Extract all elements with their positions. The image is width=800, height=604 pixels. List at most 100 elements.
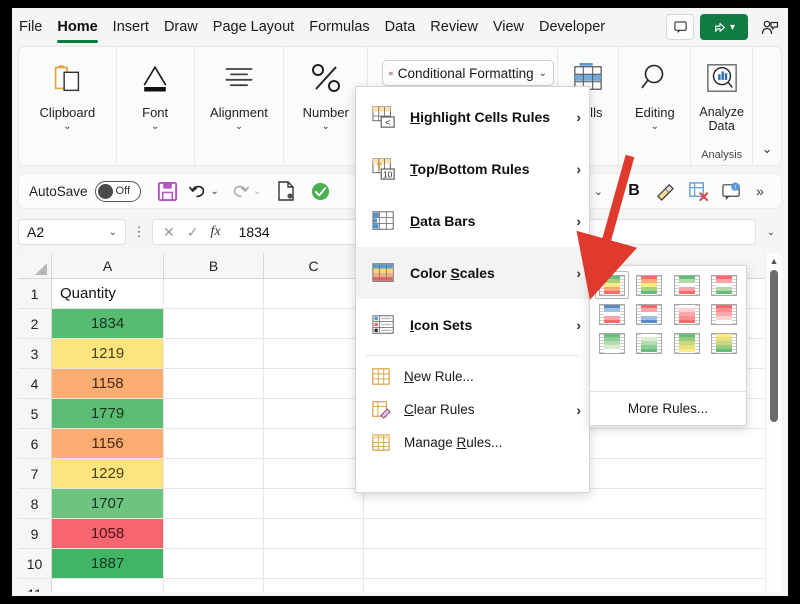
column-header-B[interactable]: B xyxy=(164,253,264,279)
cell-B8[interactable] xyxy=(164,489,264,519)
ribbon-group-analyze-data[interactable]: Analyze Data Analysis xyxy=(691,47,754,165)
cell-B1[interactable] xyxy=(164,279,264,309)
delete-cells-icon[interactable] xyxy=(681,176,715,206)
cell-C4[interactable] xyxy=(264,369,364,399)
cancel-icon[interactable]: ✕ xyxy=(163,223,175,240)
cell-overflow[interactable] xyxy=(364,489,782,519)
ribbon-collapse-group[interactable]: ⌄ xyxy=(753,47,781,165)
cell-overflow[interactable] xyxy=(364,549,782,579)
red-white-green-color-scale[interactable] xyxy=(707,271,741,299)
white-green-color-scale[interactable] xyxy=(632,329,666,357)
tab-review[interactable]: Review xyxy=(430,18,478,35)
chevron-down-icon[interactable]: ⌄ xyxy=(63,121,72,132)
chevron-down-icon[interactable]: ⌄ xyxy=(108,226,117,238)
undo-caret-icon[interactable]: ⌄ xyxy=(210,185,219,197)
ribbon-collapse-caret-icon[interactable]: ⌄ xyxy=(761,141,773,156)
menu-item-new-rule[interactable]: New Rule... xyxy=(356,360,589,393)
cell-C8[interactable] xyxy=(264,489,364,519)
cell-A8[interactable]: 1707 xyxy=(52,489,164,519)
red-yellow-green-color-scale[interactable] xyxy=(632,271,666,299)
cell-A7[interactable]: 1229 xyxy=(52,459,164,489)
cell-B7[interactable] xyxy=(164,459,264,489)
tab-draw[interactable]: Draw xyxy=(163,18,198,35)
cell-B9[interactable] xyxy=(164,519,264,549)
qat-caret-icon[interactable]: ⌄ xyxy=(593,185,603,198)
red-white-color-scale[interactable] xyxy=(707,300,741,328)
bold-icon[interactable]: B xyxy=(621,176,647,206)
cell-B4[interactable] xyxy=(164,369,264,399)
cell-B5[interactable] xyxy=(164,399,264,429)
select-all-corner[interactable] xyxy=(18,253,52,279)
redo-icon[interactable] xyxy=(227,176,253,206)
format-painter-icon[interactable] xyxy=(647,176,681,206)
row-header-3[interactable]: 3 xyxy=(18,339,52,369)
comments-icon[interactable] xyxy=(666,14,694,40)
cell-B11[interactable] xyxy=(164,579,264,592)
conditional-formatting-button[interactable]: Conditional Formatting ⌄ xyxy=(382,60,554,86)
menu-item-data-bars[interactable]: Data Bars › xyxy=(356,195,589,247)
ribbon-group-alignment[interactable]: Alignment ⌄ xyxy=(195,47,285,165)
ribbon-group-clipboard[interactable]: Clipboard ⌄ xyxy=(19,47,117,165)
green-white-color-scale[interactable] xyxy=(595,329,629,357)
cell-C1[interactable] xyxy=(264,279,364,309)
tab-insert[interactable]: Insert xyxy=(112,18,149,35)
cell-C10[interactable] xyxy=(264,549,364,579)
save-icon[interactable] xyxy=(151,176,185,206)
menu-item-icon-sets[interactable]: Icon Sets › xyxy=(356,299,589,351)
insert-function-icon[interactable]: fx xyxy=(210,224,221,239)
tab-developer[interactable]: Developer xyxy=(539,18,606,35)
insert-comment-icon[interactable]: ! xyxy=(715,176,749,206)
green-yellow-red-color-scale[interactable] xyxy=(595,271,630,299)
chevron-down-icon[interactable]: ⌄ xyxy=(538,67,547,79)
formula-bar-menu-icon[interactable]: ⋮ xyxy=(132,224,146,239)
scroll-up-arrow-icon[interactable]: ▲ xyxy=(769,256,779,266)
column-header-A[interactable]: A xyxy=(52,253,164,279)
blue-white-red-color-scale[interactable] xyxy=(595,300,629,328)
tab-formulas[interactable]: Formulas xyxy=(309,18,370,35)
menu-item-highlight-cells-rules[interactable]: < Highlight Cells Rules › xyxy=(356,91,589,143)
yellow-green-color-scale[interactable] xyxy=(707,329,741,357)
menu-item-color-scales[interactable]: Color Scales › xyxy=(356,247,589,299)
cell-A1[interactable]: Quantity xyxy=(52,279,164,309)
vertical-scrollbar[interactable]: ▲ xyxy=(765,253,782,592)
more-commands-icon[interactable]: » xyxy=(749,176,771,206)
red-white-blue-color-scale[interactable] xyxy=(632,300,666,328)
share-button[interactable]: ▾ xyxy=(700,14,748,40)
autosave-toggle[interactable]: Off xyxy=(94,180,141,202)
row-header-10[interactable]: 10 xyxy=(18,549,52,579)
tab-home[interactable]: Home xyxy=(50,17,104,43)
name-box[interactable]: A2 ⌄ xyxy=(18,219,126,245)
cell-A3[interactable]: 1219 xyxy=(52,339,164,369)
cell-C6[interactable] xyxy=(264,429,364,459)
tab-view[interactable]: View xyxy=(492,18,525,35)
row-header-7[interactable]: 7 xyxy=(18,459,52,489)
scrollbar-thumb[interactable] xyxy=(770,270,778,422)
chevron-down-icon[interactable]: ⌄ xyxy=(150,121,160,132)
ribbon-group-editing[interactable]: Editing ⌄ xyxy=(619,47,692,165)
undo-icon[interactable] xyxy=(185,176,211,206)
cell-C9[interactable] xyxy=(264,519,364,549)
more-rules-button[interactable]: More Rules... xyxy=(590,391,746,425)
cell-A11[interactable] xyxy=(52,579,164,592)
cell-B2[interactable] xyxy=(164,309,264,339)
cell-A6[interactable]: 1156 xyxy=(52,429,164,459)
spell-check-icon[interactable] xyxy=(303,176,337,206)
row-header-4[interactable]: 4 xyxy=(18,369,52,399)
tab-file[interactable]: File xyxy=(19,18,43,35)
cell-B6[interactable] xyxy=(164,429,264,459)
row-header-9[interactable]: 9 xyxy=(18,519,52,549)
ribbon-group-font[interactable]: Font ⌄ xyxy=(117,47,195,165)
row-header-5[interactable]: 5 xyxy=(18,399,52,429)
expand-formula-bar-icon[interactable]: ⌄ xyxy=(766,226,776,238)
tab-page-layout[interactable]: Page Layout xyxy=(212,18,295,35)
chevron-down-icon[interactable]: ⌄ xyxy=(650,121,660,132)
row-header-1[interactable]: 1 xyxy=(18,279,52,309)
menu-item-clear-rules[interactable]: Clear Rules › xyxy=(356,393,589,426)
cell-B10[interactable] xyxy=(164,549,264,579)
cell-C11[interactable] xyxy=(264,579,364,592)
cell-C3[interactable] xyxy=(264,339,364,369)
cell-A10[interactable]: 1887 xyxy=(52,549,164,579)
chevron-down-icon[interactable]: ⌄ xyxy=(234,121,244,132)
cell-A4[interactable]: 1158 xyxy=(52,369,164,399)
cell-A2[interactable]: 1834 xyxy=(52,309,164,339)
